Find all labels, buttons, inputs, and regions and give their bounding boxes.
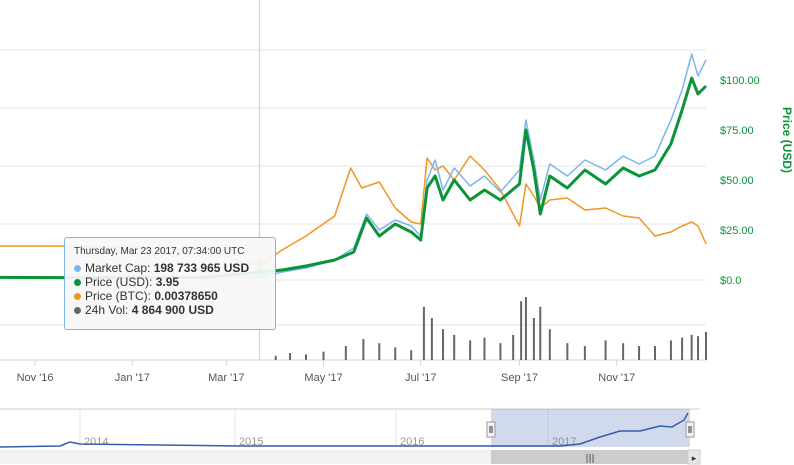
price-usd-dot — [74, 279, 81, 286]
tooltip-row-price-usd: Price (USD): 3.95 — [74, 275, 267, 289]
volume-bar — [669, 340, 672, 360]
volume-bar — [548, 329, 551, 360]
series-line-price-usd- — [0, 76, 708, 280]
navigator-handle[interactable] — [685, 421, 695, 438]
tooltip: Thursday, Mar 23 2017, 07:34:00 UTC Mark… — [64, 237, 276, 330]
volume-bar — [289, 353, 292, 360]
volume-bar — [362, 339, 365, 360]
tooltip-title: Thursday, Mar 23 2017, 07:34:00 UTC — [74, 246, 245, 257]
tooltip-value: 198 733 965 USD — [153, 261, 250, 275]
y-tick-label: $100.00 — [720, 75, 760, 87]
x-tick-label: Mar '17 — [208, 372, 244, 384]
tooltip-value: 4 864 900 USD — [131, 303, 214, 317]
navigator[interactable]: 2014201520162017|||▸ — [0, 408, 701, 465]
volume-bar — [583, 346, 586, 360]
market-cap-dot — [74, 265, 81, 272]
volume-bar — [681, 337, 684, 360]
volume-bar — [499, 343, 502, 360]
volume-bar — [469, 340, 472, 360]
volume-bar — [604, 340, 607, 360]
price-btc-dot — [74, 293, 81, 300]
volume-bar — [512, 334, 515, 360]
volume-bar — [483, 337, 486, 360]
volume-bar — [566, 343, 569, 360]
volume-bar — [378, 343, 381, 360]
x-axis: Nov '16 Jan '17 Mar '17 May '17 Jul '17 Sep '… — [17, 360, 635, 384]
navigator-year-label: 2014 — [84, 436, 108, 448]
series-line-market-cap — [0, 53, 707, 278]
volume-dot — [74, 307, 81, 314]
y-tick-label: $75.00 — [720, 125, 754, 137]
series-lines — [0, 53, 708, 280]
volume-bar — [422, 306, 425, 360]
tooltip-label: 24h Vol — [85, 303, 126, 317]
tooltip-label: Price (BTC) — [85, 289, 148, 303]
volume-bar — [622, 343, 625, 360]
y-tick-label: $0.0 — [720, 275, 741, 287]
y-tick-label: $50.00 — [720, 175, 754, 187]
navigator-year-label: 2015 — [239, 436, 263, 448]
volume-bar — [322, 351, 325, 360]
tooltip-row-24h-vol: 24h Vol: 4 864 900 USD — [74, 303, 267, 317]
volume-bar — [520, 301, 523, 360]
y-axis: $0.0 $25.00 $50.00 $75.00 $100.00 — [720, 75, 760, 287]
scrollbar-grip-icon: ||| — [585, 454, 594, 464]
volume-bar — [539, 306, 542, 360]
volume-bar — [274, 355, 277, 360]
volume-bar — [532, 318, 535, 360]
tooltip-row-price-btc: Price (BTC): 0.00378650 — [74, 289, 267, 303]
tooltip-row-market-cap: Market Cap: 198 733 965 USD — [74, 261, 267, 275]
volume-bar — [410, 350, 413, 360]
volume-bar — [705, 332, 707, 360]
navigator-year-label: 2016 — [400, 436, 424, 448]
y-tick-label: $25.00 — [720, 225, 754, 237]
tooltip-value: 0.00378650 — [154, 289, 218, 303]
x-tick-label: Sep '17 — [501, 372, 538, 384]
volume-bar — [304, 354, 307, 360]
series-line-price-btc- — [0, 155, 707, 265]
tooltip-label: Market Cap — [85, 261, 148, 275]
volume-bar — [453, 334, 456, 360]
scroll-right-arrow-icon: ▸ — [692, 454, 697, 464]
x-tick-label: Jul '17 — [405, 372, 436, 384]
x-tick-label: Nov '17 — [598, 372, 635, 384]
x-tick-label: Nov '16 — [17, 372, 54, 384]
tooltip-value: 3.95 — [155, 275, 180, 289]
volume-bars — [274, 297, 707, 360]
navigator-handle[interactable] — [486, 421, 496, 438]
volume-bar — [524, 297, 527, 360]
navigator-series-line — [0, 412, 689, 448]
x-tick-label: Jan '17 — [115, 372, 150, 384]
y-axis-title: Price (USD) — [780, 107, 794, 173]
volume-bar — [442, 329, 445, 360]
scrollbar-right-button[interactable] — [687, 449, 701, 465]
tooltip-label: Price (USD) — [85, 275, 150, 289]
volume-bar — [654, 346, 657, 360]
scrollbar-thumb[interactable] — [491, 450, 690, 464]
volume-bar — [690, 334, 693, 360]
x-tick-label: May '17 — [304, 372, 342, 384]
volume-bar — [394, 347, 397, 360]
volume-bar — [344, 346, 347, 360]
volume-bar — [638, 346, 641, 360]
volume-bar — [697, 336, 700, 360]
navigator-mask — [491, 409, 690, 447]
volume-bar — [430, 318, 433, 360]
